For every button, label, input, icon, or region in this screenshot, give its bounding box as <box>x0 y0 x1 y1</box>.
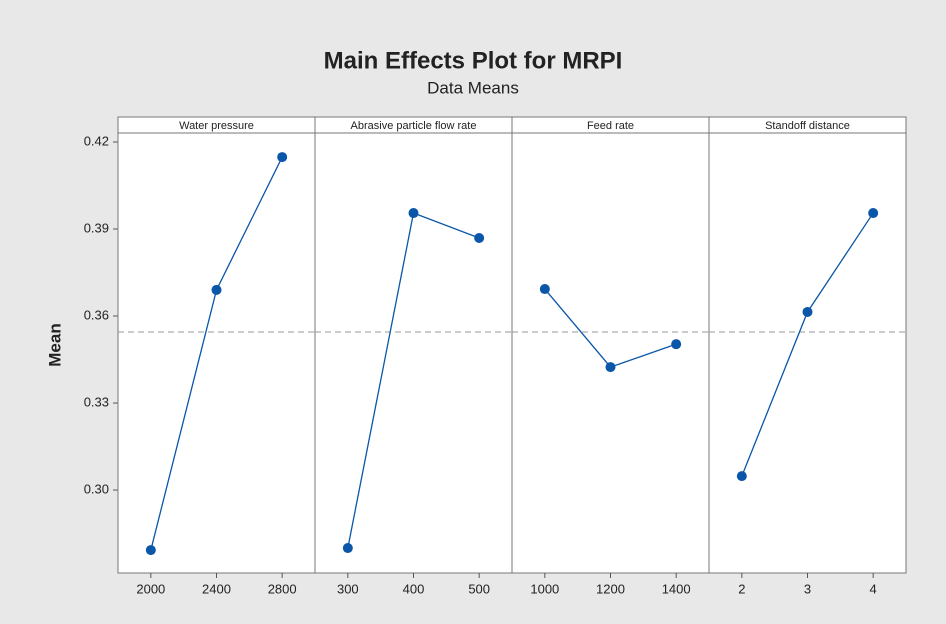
mean-point <box>408 208 419 219</box>
panel-title: Feed rate <box>587 120 634 132</box>
mean-point <box>671 339 682 350</box>
y-tick-label: 0.30 <box>84 481 109 496</box>
x-tick-label: 300 <box>337 581 359 596</box>
mean-point <box>539 284 550 295</box>
mean-point <box>211 284 222 295</box>
y-tick-label: 0.39 <box>84 220 109 235</box>
panel-title: Abrasive particle flow rate <box>351 120 477 132</box>
panel-title: Standoff distance <box>765 120 850 132</box>
x-tick-label: 2400 <box>202 581 231 596</box>
x-tick-label: 2 <box>738 581 745 596</box>
mean-point <box>736 471 747 482</box>
panel <box>708 132 907 574</box>
panel-header <box>708 116 907 134</box>
panel <box>511 132 710 574</box>
mean-point <box>145 545 156 556</box>
chart-subtitle: Data Means <box>427 78 519 97</box>
x-tick-label: 1400 <box>662 581 691 596</box>
y-tick-label: 0.36 <box>84 307 109 322</box>
x-tick-label: 2800 <box>268 581 297 596</box>
mean-point <box>277 152 288 163</box>
x-tick-label: 4 <box>870 581 877 596</box>
panel <box>314 132 513 574</box>
y-axis-label: Mean <box>45 323 64 366</box>
mean-point <box>474 232 485 243</box>
chart-title: Main Effects Plot for MRPI <box>324 47 623 74</box>
x-tick-label: 3 <box>804 581 811 596</box>
mean-point <box>802 306 813 317</box>
x-tick-label: 2000 <box>136 581 165 596</box>
panel-title: Water pressure <box>179 120 254 132</box>
x-tick-label: 1200 <box>596 581 625 596</box>
mean-point <box>605 362 616 373</box>
mean-point <box>342 543 353 554</box>
mean-point <box>868 208 879 219</box>
x-tick-label: 400 <box>403 581 425 596</box>
y-tick-label: 0.33 <box>84 394 109 409</box>
y-tick-label: 0.42 <box>84 133 109 148</box>
x-tick-label: 500 <box>468 581 490 596</box>
panel <box>117 132 316 574</box>
x-tick-label: 1000 <box>530 581 559 596</box>
